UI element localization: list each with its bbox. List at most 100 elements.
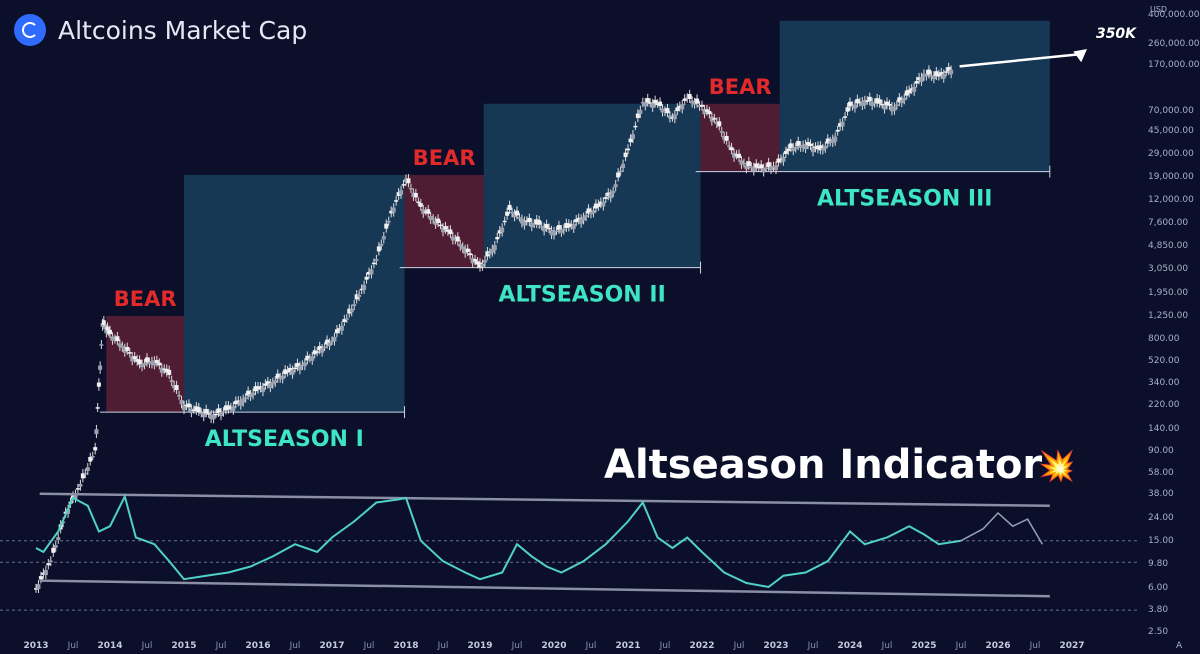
indicator-projection-line bbox=[960, 511, 1044, 545]
x-tick-label: Jul bbox=[659, 641, 671, 651]
candle bbox=[532, 223, 537, 225]
candle bbox=[941, 73, 946, 79]
x-tick-label: Jul bbox=[955, 641, 967, 651]
candle bbox=[630, 134, 635, 139]
chart-header: Altcoins Market Cap bbox=[14, 14, 307, 46]
candle bbox=[246, 390, 251, 396]
candle bbox=[367, 271, 371, 275]
candle bbox=[579, 218, 584, 224]
candle bbox=[470, 258, 475, 264]
candle bbox=[283, 369, 288, 375]
candle bbox=[369, 269, 374, 275]
x-tick-label: Jul bbox=[67, 641, 79, 651]
candle bbox=[337, 328, 342, 330]
altcoin-logo-icon bbox=[14, 14, 46, 46]
candle bbox=[606, 192, 611, 197]
candle bbox=[152, 360, 157, 366]
candle bbox=[539, 225, 544, 228]
candle bbox=[43, 570, 48, 576]
candle bbox=[433, 220, 438, 225]
candle bbox=[737, 153, 741, 158]
x-tick-label: Jul bbox=[881, 641, 893, 651]
candle bbox=[421, 209, 426, 214]
candle bbox=[103, 326, 108, 329]
candle bbox=[887, 103, 892, 106]
candle bbox=[293, 367, 297, 370]
candle bbox=[310, 356, 315, 361]
candle bbox=[808, 143, 813, 147]
y-tick-label: 6.00 bbox=[1148, 583, 1168, 593]
candle bbox=[211, 414, 216, 420]
candle bbox=[389, 210, 394, 214]
candle bbox=[897, 97, 902, 103]
x-tick-label: 2018 bbox=[393, 641, 418, 651]
candle bbox=[843, 116, 848, 118]
candle bbox=[601, 201, 606, 207]
candle bbox=[507, 204, 512, 210]
candle bbox=[201, 412, 206, 418]
candle bbox=[648, 102, 653, 104]
candle bbox=[320, 348, 325, 353]
candle bbox=[288, 367, 293, 372]
candle bbox=[623, 152, 628, 158]
candle bbox=[386, 220, 391, 223]
candle bbox=[828, 141, 833, 143]
candle bbox=[48, 560, 53, 563]
candle bbox=[206, 413, 211, 415]
candle bbox=[744, 165, 749, 170]
altseason-label: ALTSEASON II bbox=[498, 283, 665, 308]
candle bbox=[894, 104, 899, 106]
y-tick-label: 1,950.00 bbox=[1148, 288, 1188, 298]
candle bbox=[581, 216, 586, 221]
candle bbox=[265, 381, 270, 385]
candle bbox=[270, 381, 275, 385]
altseason-zone bbox=[483, 103, 701, 268]
x-tick-label: 2027 bbox=[1059, 641, 1084, 651]
candle bbox=[108, 329, 112, 335]
candle bbox=[381, 236, 386, 240]
x-tick-label: 2021 bbox=[615, 641, 640, 651]
candle bbox=[182, 405, 186, 411]
candle bbox=[788, 143, 793, 149]
candle bbox=[322, 346, 327, 348]
candle bbox=[781, 156, 786, 162]
candle bbox=[719, 131, 724, 133]
indicator-title: Altseason Indicator bbox=[604, 442, 1042, 488]
candle bbox=[707, 111, 712, 115]
candle bbox=[223, 405, 228, 411]
candle bbox=[840, 121, 845, 127]
candle bbox=[480, 263, 485, 267]
candle bbox=[332, 336, 337, 342]
candle bbox=[783, 150, 788, 154]
candle bbox=[734, 154, 739, 156]
candle bbox=[850, 105, 855, 108]
candle bbox=[640, 101, 645, 104]
candle bbox=[660, 108, 665, 113]
candle bbox=[101, 320, 106, 325]
candle bbox=[793, 146, 798, 149]
candle bbox=[564, 222, 569, 229]
candle bbox=[127, 352, 132, 354]
candle bbox=[468, 253, 473, 256]
candle bbox=[769, 166, 774, 171]
candle bbox=[739, 160, 744, 165]
candle bbox=[616, 172, 621, 178]
bear-zone bbox=[700, 103, 780, 172]
candle bbox=[159, 367, 164, 373]
candle bbox=[248, 394, 253, 398]
candle bbox=[796, 141, 801, 147]
candle bbox=[172, 385, 177, 389]
candle bbox=[120, 345, 125, 348]
candle bbox=[317, 346, 322, 351]
candle bbox=[307, 358, 312, 360]
candle bbox=[926, 69, 931, 75]
candle bbox=[478, 262, 482, 268]
candle bbox=[379, 243, 384, 247]
x-tick-label: Jul bbox=[585, 641, 597, 651]
candle bbox=[626, 148, 630, 151]
candle bbox=[608, 193, 613, 199]
candle bbox=[818, 145, 823, 151]
y-tick-label: 38.00 bbox=[1148, 489, 1174, 499]
candle bbox=[448, 229, 453, 235]
x-tick-label: Jul bbox=[437, 641, 449, 651]
